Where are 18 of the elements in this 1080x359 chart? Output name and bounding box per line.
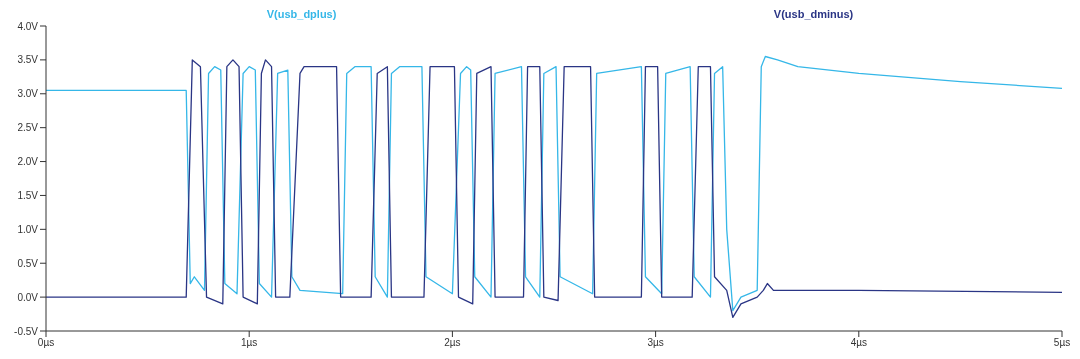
x-tick-label: 0µs (37, 337, 55, 349)
x-tick-label: 1µs (241, 337, 258, 349)
x-tick-label: 2µs (444, 337, 461, 349)
x-tick-label: 5µs (1053, 337, 1071, 349)
y-tick-label: 0.5V (17, 257, 39, 269)
y-tick-label: -0.5V (14, 325, 39, 337)
y-tick-label: 4.0V (17, 20, 39, 32)
x-tick-label: 3µs (647, 337, 664, 349)
text: V(usb_dminus) (773, 8, 854, 22)
text: V(usb_dplus) (266, 8, 337, 22)
y-tick-label: 1.0V (17, 223, 39, 235)
x-tick-label: 4µs (850, 337, 867, 349)
y-tick-label: 0.0V (17, 291, 39, 303)
y-tick-label: 3.5V (17, 54, 39, 66)
y-tick-label: 2.5V (17, 122, 39, 134)
y-tick-label: 3.0V (17, 88, 39, 100)
y-tick-label: 1.5V (17, 189, 39, 201)
y-tick-label: 2.0V (17, 156, 39, 168)
